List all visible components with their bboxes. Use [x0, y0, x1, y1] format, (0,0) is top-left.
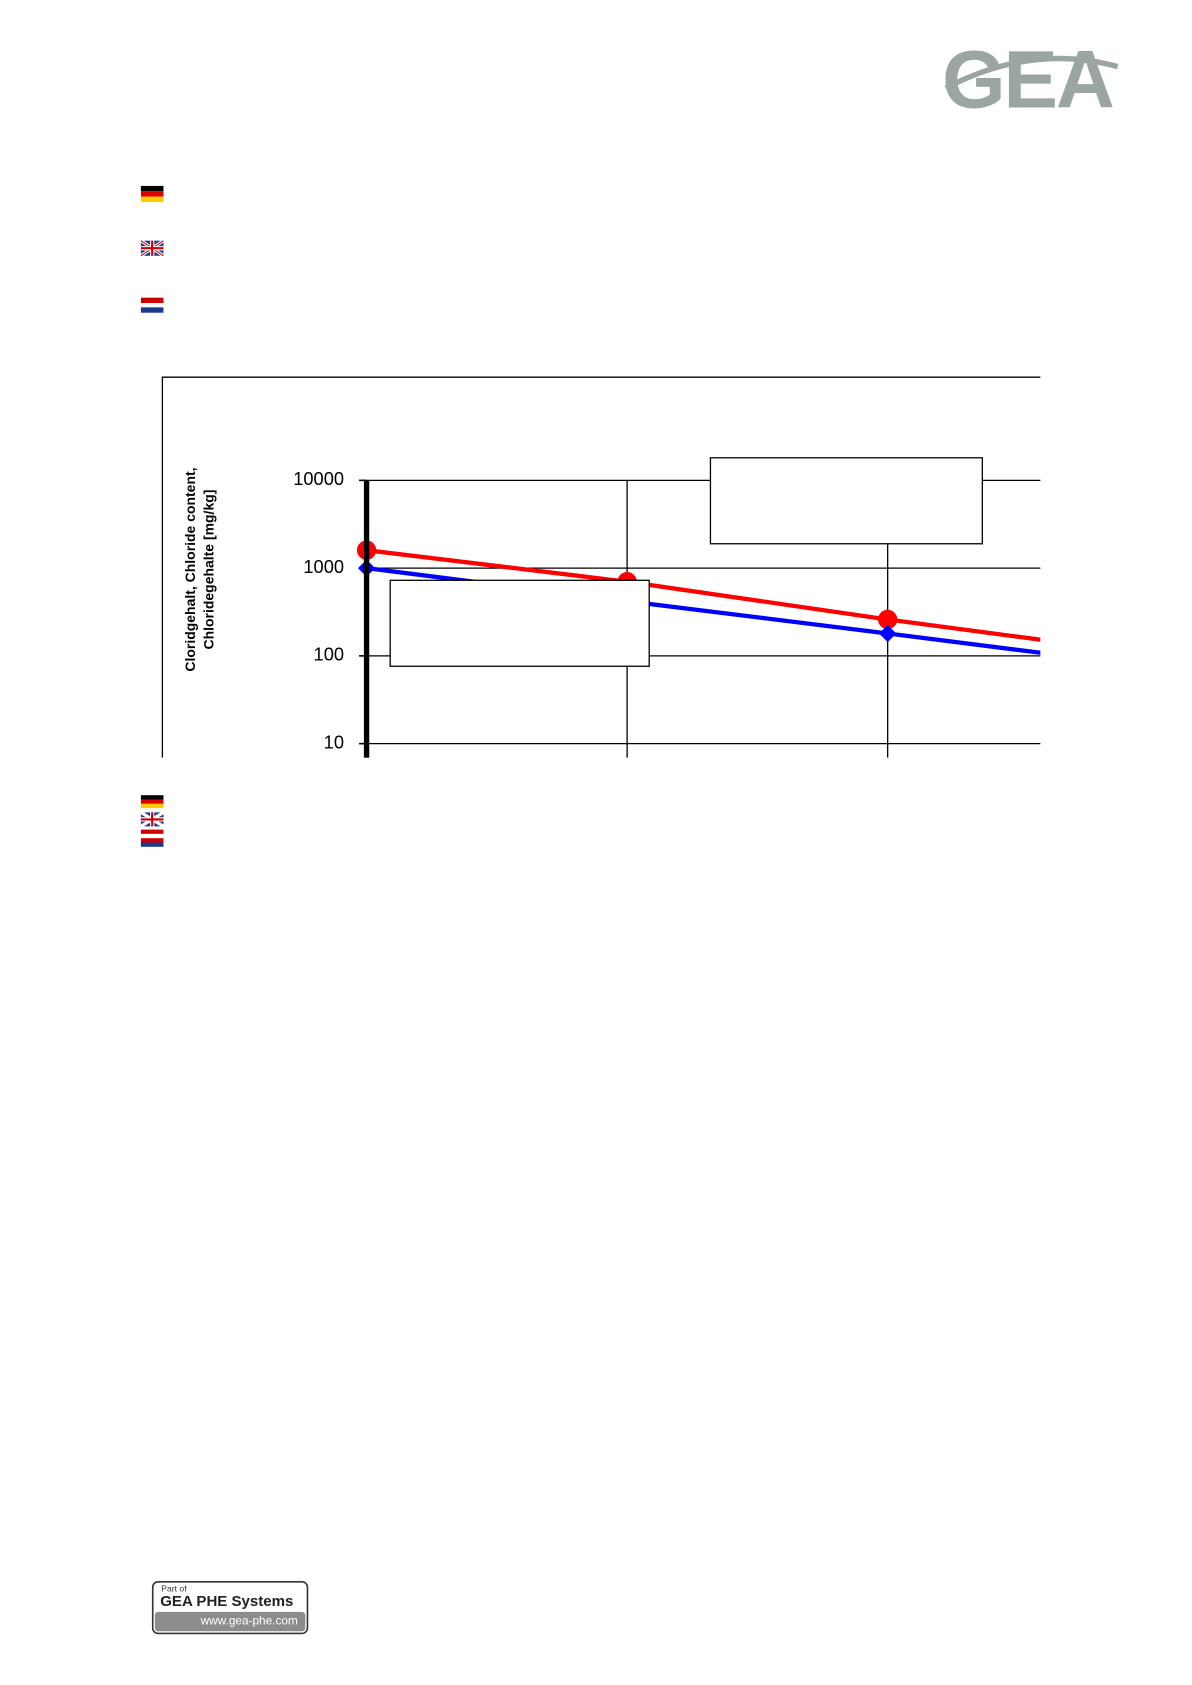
y-tick-label: 1000: [303, 556, 344, 577]
footer-url: www.gea-phe.com: [200, 1614, 298, 1628]
footer-logo: Part of GEA PHE Systems www.gea-phe.com: [151, 1581, 309, 1635]
footer-brand: GEA PHE Systems: [160, 1593, 293, 1610]
y-tick-label: 100: [314, 644, 344, 665]
marker: [1139, 644, 1158, 663]
footer-part-of: Part of: [161, 1584, 187, 1594]
flag-de: [140, 185, 164, 203]
flag-nl: [140, 829, 164, 847]
series-line: [366, 548, 1041, 642]
chart-frame: [161, 376, 1041, 758]
flag-de: [140, 795, 164, 809]
marker: [1140, 658, 1157, 675]
logo: GEA: [942, 35, 1113, 126]
y-axis-label: Cloridgehalt, Chloride content,: [182, 467, 198, 671]
y-axis-label: Chloridegehalte [mg/kg]: [200, 490, 216, 650]
marker: [877, 609, 898, 630]
logo-swoosh: [944, 55, 1119, 91]
flag-nl: [140, 297, 164, 313]
y-tick-label: 10: [324, 731, 344, 752]
y-tick-label: 10000: [293, 468, 344, 489]
flag-uk: [140, 811, 165, 828]
callout-box: [709, 457, 983, 545]
marker: [879, 624, 897, 643]
callout-box: [389, 579, 650, 667]
flag-uk: [140, 239, 165, 258]
